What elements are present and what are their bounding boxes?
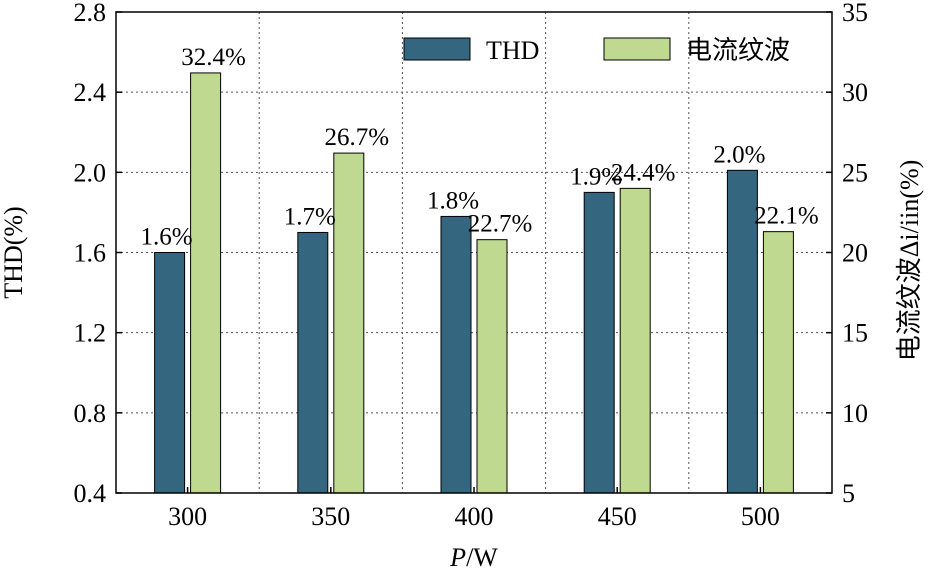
y-axis-right-label: 电流纹波Δi/iin(%) — [895, 160, 924, 362]
x-tick-label: 400 — [455, 502, 494, 531]
y-left-tick-label: 1.6 — [74, 239, 107, 268]
plot-frame — [115, 11, 833, 494]
bar-ripple — [762, 231, 794, 494]
data-label-thd: 1.6% — [141, 224, 193, 251]
legend-swatch-ripple — [603, 37, 671, 61]
bar-ripple — [476, 239, 508, 494]
bar-ripple — [190, 72, 222, 494]
bar-thd — [440, 215, 472, 494]
x-tick-label: 350 — [311, 502, 350, 531]
data-label-ripple: 26.7% — [325, 124, 390, 151]
data-label-ripple: 24.4% — [611, 159, 676, 186]
bar-ripple — [333, 152, 365, 494]
legend-label-thd: THD — [486, 36, 539, 65]
x-tick-label: 500 — [741, 502, 780, 531]
y-left-tick-label: 2.0 — [74, 158, 107, 187]
x-tick-label: 300 — [168, 502, 207, 531]
legend-label-ripple: 电流纹波 — [686, 36, 790, 65]
legend: THD 电流纹波 — [403, 36, 790, 65]
grid-lines — [116, 12, 832, 493]
x-axis-label-unit: /W — [466, 543, 498, 572]
y-right-tick-label: 20 — [842, 239, 868, 268]
bar-thd — [726, 169, 758, 494]
y-right-tick-label: 5 — [842, 479, 855, 508]
x-axis-label-italic: P — [449, 543, 466, 572]
data-labels: 1.6% 1.7% 1.8% 1.9% 2.0% 32.4% 26.7% 22.7% 24.4%… — [141, 44, 819, 251]
axis-ticks: 0.4 0.8 1.2 1.6 2.0 2.4 2.8 5 10 15 20 25 30 35 300 350… — [74, 0, 869, 531]
data-label-thd: 1.9% — [570, 163, 622, 190]
bar-ripple — [619, 187, 651, 494]
data-label-ripple: 22.1% — [754, 203, 819, 230]
bar-thd — [583, 191, 615, 494]
y-axis-left-label: THD(%) — [0, 206, 28, 298]
y-right-tick-label: 35 — [842, 0, 868, 27]
data-label-thd: 1.7% — [284, 203, 336, 230]
data-label-thd: 2.0% — [713, 141, 765, 168]
y-left-tick-label: 2.4 — [74, 78, 107, 107]
y-right-tick-label: 15 — [842, 319, 868, 348]
x-axis-label: P/W — [449, 543, 498, 572]
y-left-tick-label: 1.2 — [74, 319, 107, 348]
y-left-tick-label: 0.4 — [74, 479, 107, 508]
bar-thd — [154, 252, 186, 494]
data-label-ripple: 22.7% — [468, 211, 533, 238]
y-right-tick-label: 30 — [842, 78, 868, 107]
bars — [154, 72, 794, 494]
data-label-ripple: 32.4% — [181, 44, 246, 71]
data-label-thd: 1.8% — [427, 187, 479, 214]
y-left-tick-label: 0.8 — [74, 399, 107, 428]
y-left-tick-label: 2.8 — [74, 0, 107, 27]
x-tick-label: 450 — [598, 502, 637, 531]
y-right-tick-label: 10 — [842, 399, 868, 428]
legend-swatch-thd — [403, 37, 471, 61]
bar-thd — [297, 231, 329, 494]
y-right-tick-label: 25 — [842, 158, 868, 187]
